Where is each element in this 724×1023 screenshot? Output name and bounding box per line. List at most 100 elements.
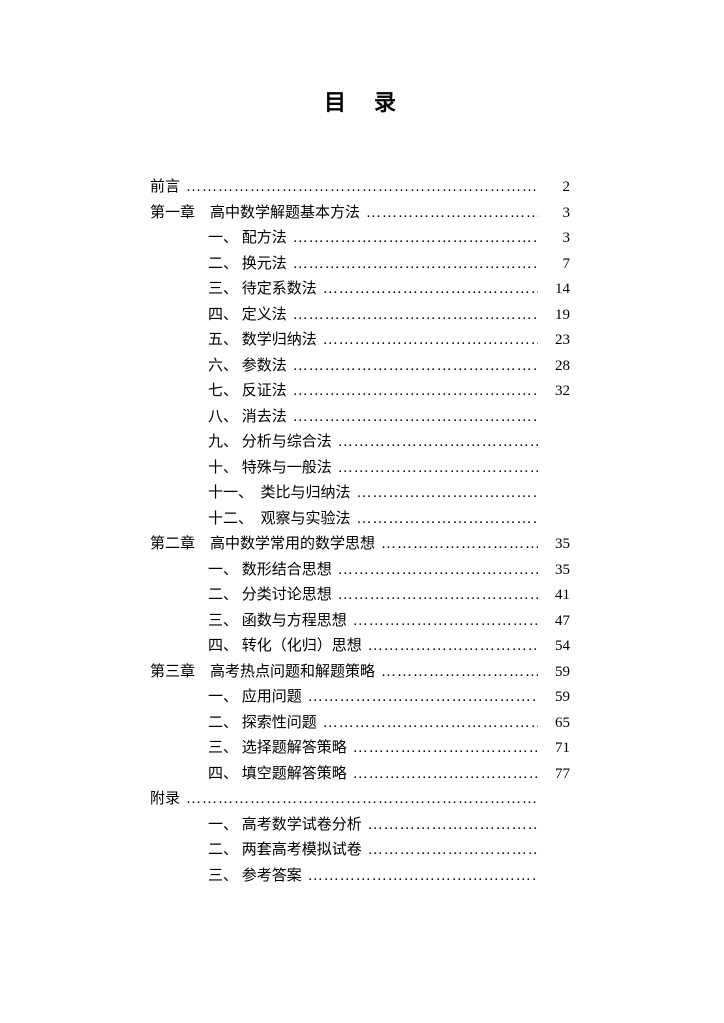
toc-entry: 十一、 类比与归纳法 xyxy=(150,481,570,507)
toc-leader xyxy=(353,762,538,788)
toc-entry-label: 四、 定义法 xyxy=(208,303,287,329)
toc-entry-page: 35 xyxy=(544,532,570,558)
toc-entry-label: 十一、 类比与归纳法 xyxy=(208,481,351,507)
toc-entry-label: 十二、 观察与实验法 xyxy=(208,507,351,533)
toc-entry-page: 59 xyxy=(544,660,570,686)
toc-entry-label: 一、 配方法 xyxy=(208,226,287,252)
toc-leader xyxy=(381,532,538,558)
toc-entry: 第三章 高考热点问题和解题策略 59 xyxy=(150,660,570,686)
toc-leader xyxy=(368,634,538,660)
toc-leader xyxy=(293,252,538,278)
toc-entry: 二、 探索性问题65 xyxy=(150,711,570,737)
toc-entry-page: 65 xyxy=(544,711,570,737)
toc-entry: 二、 分类讨论思想41 xyxy=(150,583,570,609)
toc-page: 目录 前言2第一章 高中数学解题基本方法3一、 配方法3二、 换元法7三、 待定… xyxy=(150,85,570,889)
toc-entry: 前言 2 xyxy=(150,175,570,201)
toc-leader xyxy=(338,558,538,584)
toc-leader xyxy=(308,685,538,711)
toc-body: 前言2第一章 高中数学解题基本方法3一、 配方法3二、 换元法7三、 待定系数法… xyxy=(150,175,570,889)
toc-entry-page: 71 xyxy=(544,736,570,762)
toc-leader xyxy=(308,864,538,890)
toc-entry-page: 7 xyxy=(544,252,570,278)
toc-leader xyxy=(323,328,538,354)
toc-entry-label: 三、 选择题解答策略 xyxy=(208,736,347,762)
toc-entry: 二、 两套高考模拟试卷 xyxy=(150,838,570,864)
toc-leader xyxy=(293,405,538,431)
toc-entry-label: 一、 应用问题 xyxy=(208,685,302,711)
toc-entry-page: 47 xyxy=(544,609,570,635)
toc-entry: 三、 选择题解答策略 71 xyxy=(150,736,570,762)
toc-entry-label: 四、 填空题解答策略 xyxy=(208,762,347,788)
toc-entry: 第一章 高中数学解题基本方法 3 xyxy=(150,201,570,227)
toc-entry-label: 第一章 高中数学解题基本方法 xyxy=(150,201,360,227)
toc-entry-label: 附录 xyxy=(150,787,180,813)
toc-entry-label: 一、 数形结合思想 xyxy=(208,558,332,584)
toc-entry: 一、 高考数学试卷分析 xyxy=(150,813,570,839)
toc-entry-page: 59 xyxy=(544,685,570,711)
toc-leader xyxy=(338,583,538,609)
toc-entry: 八、 消去法 xyxy=(150,405,570,431)
toc-entry: 四、 填空题解答策略 77 xyxy=(150,762,570,788)
toc-entry-label: 第二章 高中数学常用的数学思想 xyxy=(150,532,375,558)
toc-leader xyxy=(186,787,538,813)
toc-entry-label: 五、 数学归纳法 xyxy=(208,328,317,354)
toc-entry: 附录 xyxy=(150,787,570,813)
toc-entry-label: 二、 两套高考模拟试卷 xyxy=(208,838,362,864)
toc-leader xyxy=(293,379,538,405)
toc-entry-label: 三、 待定系数法 xyxy=(208,277,317,303)
toc-leader xyxy=(338,430,538,456)
toc-entry: 一、 数形结合思想 35 xyxy=(150,558,570,584)
toc-entry-label: 六、 参数法 xyxy=(208,354,287,380)
toc-entry: 七、 反证法 32 xyxy=(150,379,570,405)
toc-entry-label: 四、 转化（化归）思想 xyxy=(208,634,362,660)
toc-entry-page: 54 xyxy=(544,634,570,660)
toc-entry: 五、 数学归纳法 23 xyxy=(150,328,570,354)
toc-entry: 三、 待定系数法 14 xyxy=(150,277,570,303)
toc-entry: 十二、 观察与实验法 xyxy=(150,507,570,533)
toc-leader xyxy=(353,609,538,635)
toc-entry-page: 28 xyxy=(544,354,570,380)
toc-entry-label: 第三章 高考热点问题和解题策略 xyxy=(150,660,375,686)
toc-entry-label: 八、 消去法 xyxy=(208,405,287,431)
toc-entry-page: 35 xyxy=(544,558,570,584)
toc-entry: 一、 应用问题 59 xyxy=(150,685,570,711)
toc-entry-page: 23 xyxy=(544,328,570,354)
toc-entry-label: 二、 分类讨论思想 xyxy=(208,583,332,609)
toc-entry: 九、 分析与综合法 xyxy=(150,430,570,456)
toc-leader xyxy=(381,660,538,686)
toc-leader xyxy=(357,481,538,507)
toc-entry-page: 19 xyxy=(544,303,570,329)
toc-leader xyxy=(323,277,538,303)
toc-entry-label: 三、 参考答案 xyxy=(208,864,302,890)
toc-leader xyxy=(293,303,538,329)
toc-entry-label: 七、 反证法 xyxy=(208,379,287,405)
toc-entry: 一、 配方法 3 xyxy=(150,226,570,252)
toc-entry-page: 32 xyxy=(544,379,570,405)
toc-leader xyxy=(293,226,538,252)
toc-entry: 三、 函数与方程思想47 xyxy=(150,609,570,635)
toc-entry: 三、 参考答案 xyxy=(150,864,570,890)
toc-entry-page: 14 xyxy=(544,277,570,303)
toc-entry: 四、 转化（化归）思想 54 xyxy=(150,634,570,660)
toc-entry-label: 九、 分析与综合法 xyxy=(208,430,332,456)
toc-entry-page: 3 xyxy=(544,226,570,252)
toc-entry-page: 77 xyxy=(544,762,570,788)
toc-entry-label: 一、 高考数学试卷分析 xyxy=(208,813,362,839)
toc-leader xyxy=(338,456,538,482)
toc-entry: 二、 换元法 7 xyxy=(150,252,570,278)
toc-entry-label: 二、 换元法 xyxy=(208,252,287,278)
toc-leader xyxy=(186,175,538,201)
toc-entry: 十、 特殊与一般法 xyxy=(150,456,570,482)
toc-leader xyxy=(353,736,538,762)
toc-entry: 第二章 高中数学常用的数学思想 35 xyxy=(150,532,570,558)
toc-entry-page: 3 xyxy=(544,201,570,227)
toc-leader xyxy=(357,507,538,533)
toc-leader xyxy=(293,354,538,380)
toc-entry-label: 前言 xyxy=(150,175,180,201)
toc-leader xyxy=(366,201,538,227)
toc-title: 目录 xyxy=(150,85,570,117)
toc-leader xyxy=(368,838,538,864)
toc-entry-page: 2 xyxy=(544,175,570,201)
toc-entry: 六、 参数法 28 xyxy=(150,354,570,380)
toc-entry-label: 十、 特殊与一般法 xyxy=(208,456,332,482)
